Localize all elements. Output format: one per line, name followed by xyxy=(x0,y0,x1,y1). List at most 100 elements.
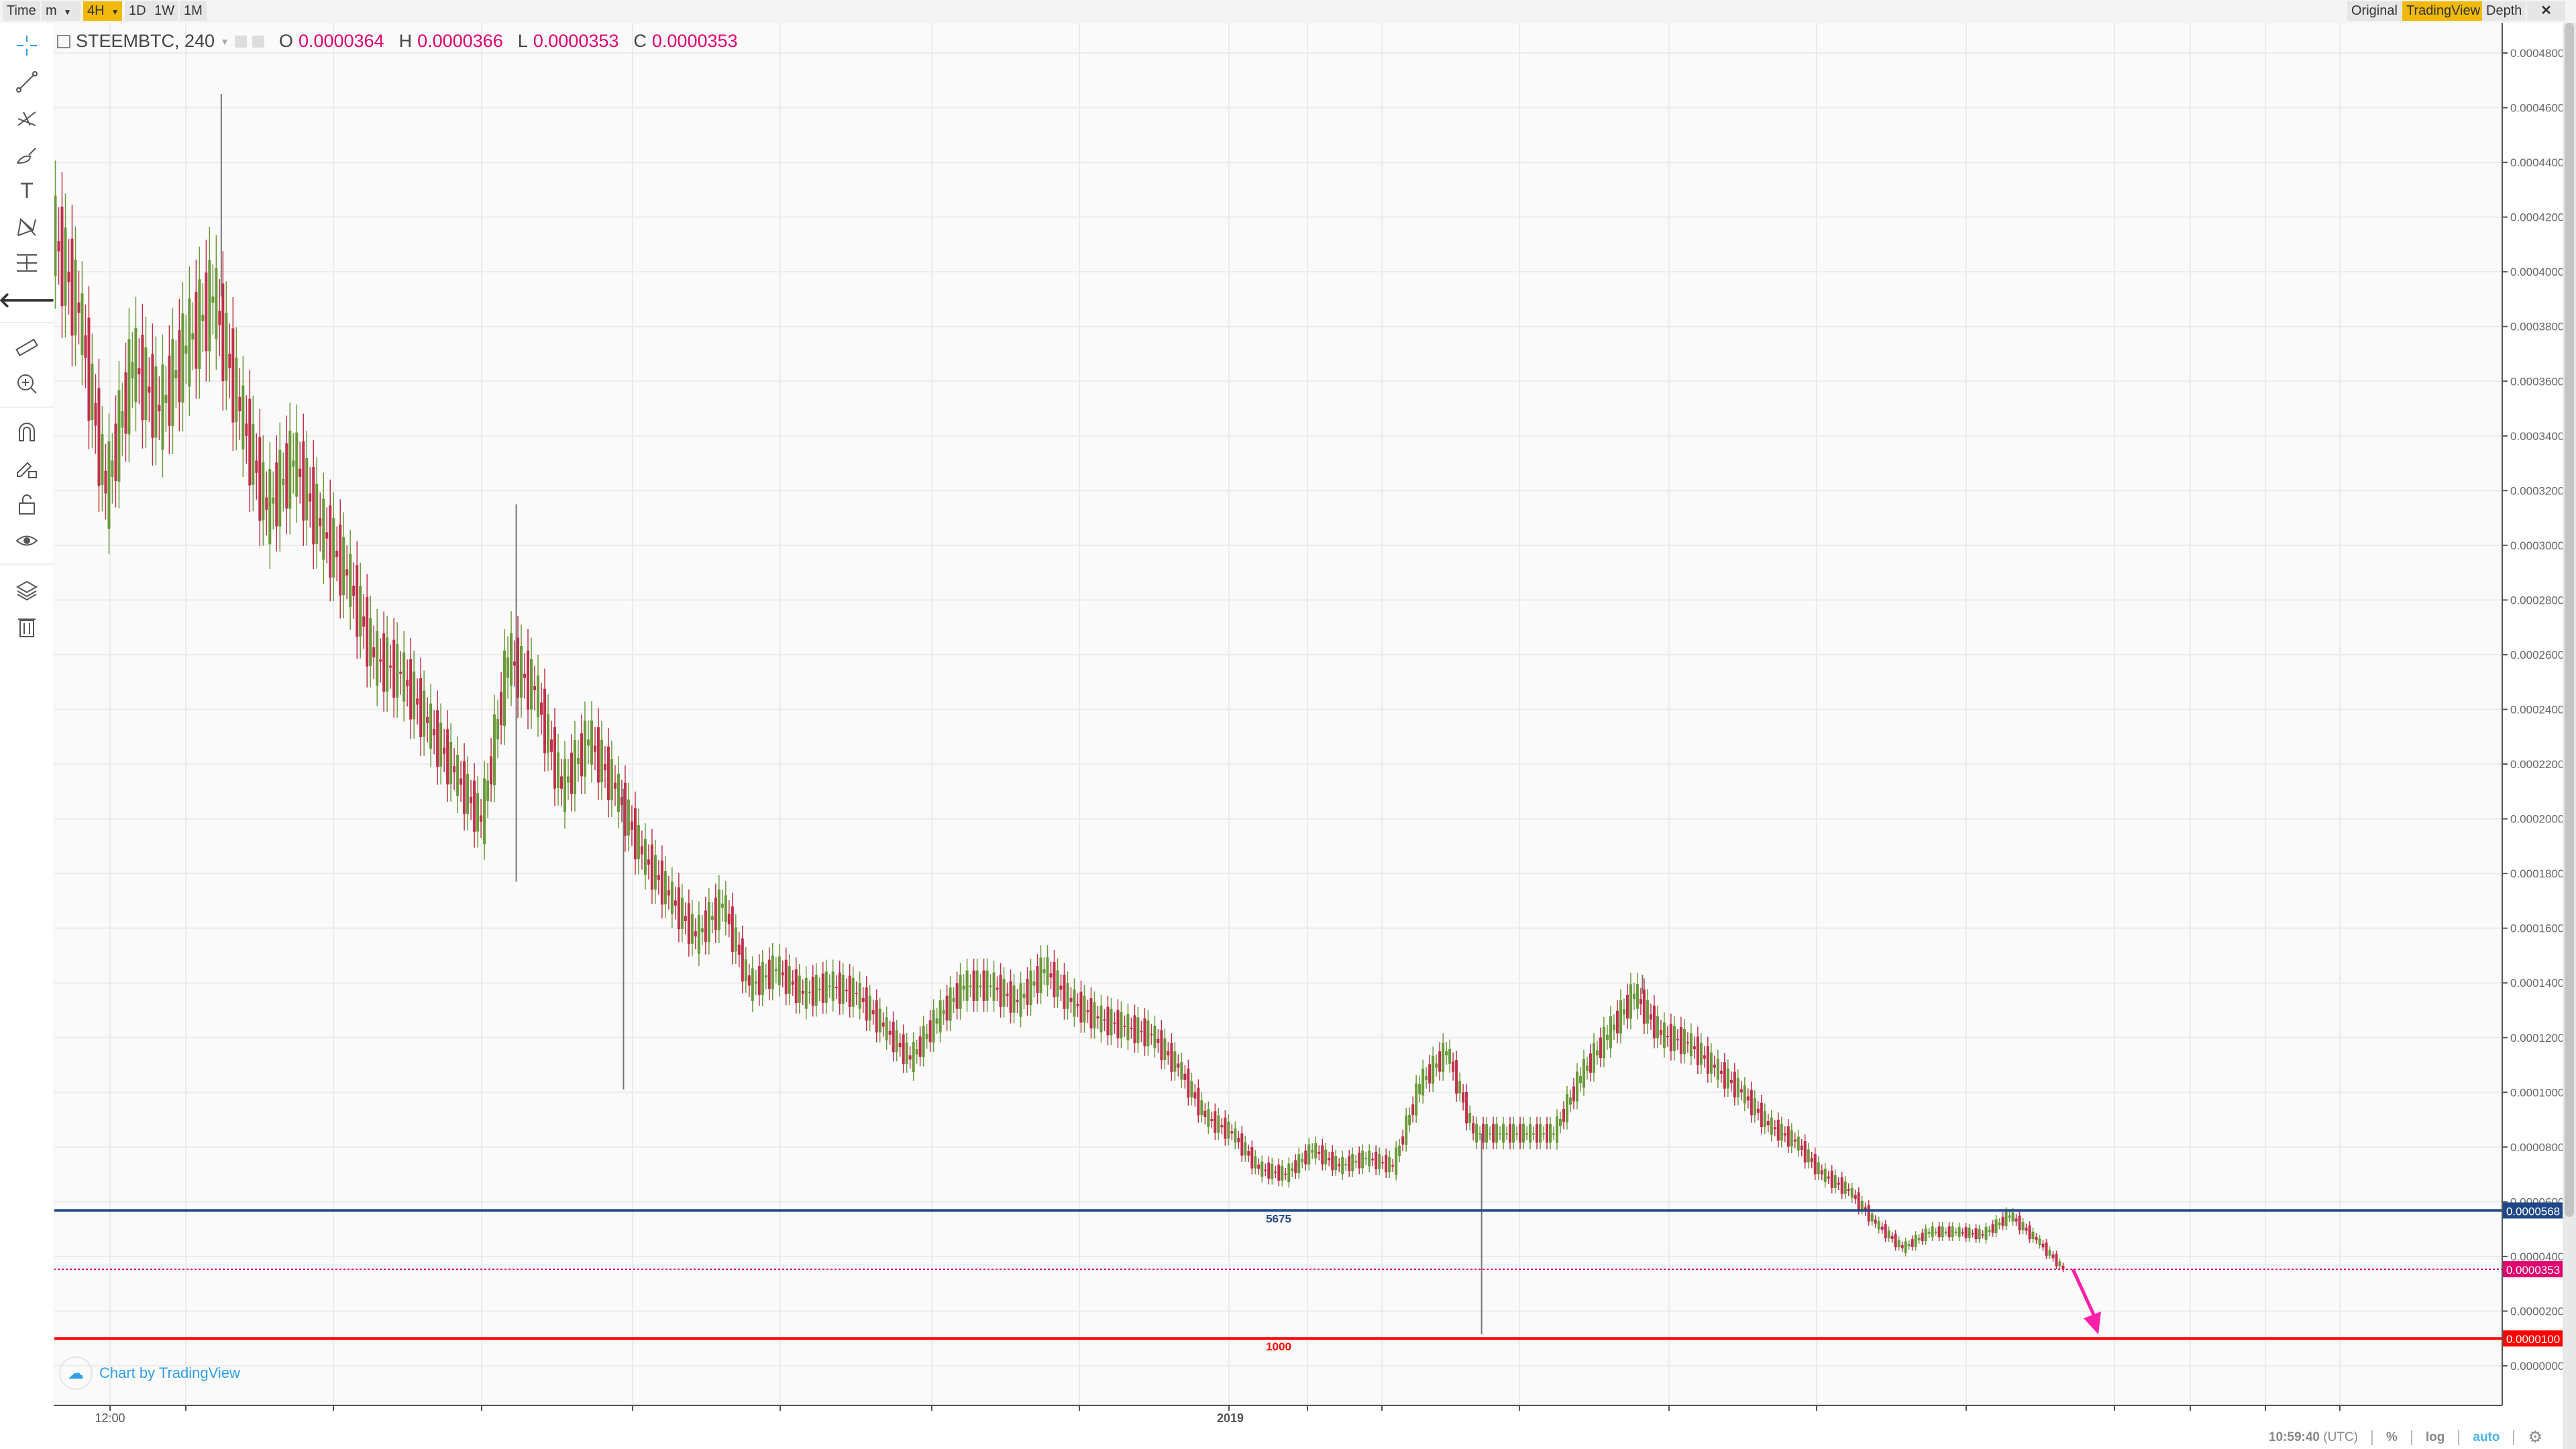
credit-link[interactable]: Chart by TradingView xyxy=(99,1364,240,1381)
candle-body xyxy=(915,1049,918,1055)
pattern-icon[interactable] xyxy=(13,213,40,240)
candle-body xyxy=(1006,994,1009,996)
candle-body xyxy=(1391,1165,1395,1167)
candle-body xyxy=(1066,983,1069,1009)
y-tick-label: 0.0002600 xyxy=(2510,649,2564,661)
candle-body xyxy=(1578,1075,1582,1083)
price-axis[interactable]: 0.00000000.00002000.00004000.00006000.00… xyxy=(2502,47,2564,1373)
candle-body xyxy=(1632,994,1635,1000)
tradingview-credit[interactable]: ☁ Chart by TradingView xyxy=(59,1356,240,1390)
settings-gear-icon[interactable] xyxy=(252,35,264,48)
candle-body xyxy=(798,975,801,1003)
brush-icon[interactable] xyxy=(13,141,40,168)
lock-drawing-icon[interactable] xyxy=(13,455,40,482)
candle-body xyxy=(433,729,436,736)
candle-body xyxy=(1247,1150,1250,1156)
view-original-button[interactable]: Original xyxy=(2347,1,2402,21)
candle-body xyxy=(1485,1124,1489,1143)
interval-4h-dropdown[interactable]: 4H ▼ xyxy=(83,1,122,21)
candle-body xyxy=(1069,998,1073,1002)
trash-icon[interactable] xyxy=(13,613,40,640)
candle-body xyxy=(221,283,225,382)
candle-body xyxy=(1823,1169,1827,1183)
candle-body xyxy=(312,467,315,545)
candle-body xyxy=(1679,1026,1682,1055)
candle-body xyxy=(1760,1102,1763,1128)
candle-body xyxy=(1525,1133,1529,1135)
candle-body xyxy=(586,739,590,746)
ruler-icon[interactable] xyxy=(13,334,40,361)
magnet-icon[interactable] xyxy=(13,419,40,445)
view-depth-button[interactable]: Depth xyxy=(2482,1,2526,21)
back-arrow-icon[interactable]: 🡐 xyxy=(0,287,56,312)
candle-body xyxy=(339,524,342,596)
scrollbar[interactable] xyxy=(2563,23,2576,1449)
chevron-down-icon[interactable]: ▼ xyxy=(220,36,229,47)
unlock-icon[interactable] xyxy=(13,491,40,518)
settings-gear-icon[interactable]: ⚙ xyxy=(2528,1428,2542,1446)
candle-body xyxy=(131,362,134,379)
high-value: 0.0000366 xyxy=(417,31,503,51)
crosshair-icon[interactable] xyxy=(13,32,40,59)
candle-body xyxy=(1083,996,1086,1023)
candle-body xyxy=(1582,1059,1585,1088)
candle-body xyxy=(771,955,774,989)
candle-body xyxy=(1032,981,1036,986)
time-button[interactable]: Time xyxy=(3,1,40,21)
text-icon[interactable]: T xyxy=(20,178,34,203)
zoom-in-icon[interactable] xyxy=(13,370,40,397)
x-tick-label: 12:00 xyxy=(95,1411,125,1425)
candle-body xyxy=(1287,1163,1291,1183)
measure-range-icon[interactable] xyxy=(13,250,40,276)
drawn-levels[interactable]: 5675 0.0000568 0.0000353 1000 0.0000100 xyxy=(54,1202,2564,1353)
layers-icon[interactable] xyxy=(13,577,40,604)
candle-body xyxy=(1157,1038,1160,1043)
trend-line-icon[interactable] xyxy=(13,68,40,95)
candle-body xyxy=(1726,1068,1729,1089)
candle-body xyxy=(777,956,781,985)
candle-body xyxy=(1130,1027,1133,1029)
symbol-title[interactable]: STEEMBTC, 240 xyxy=(76,31,215,51)
candle-body xyxy=(949,987,952,1021)
candle-body xyxy=(2048,1250,2051,1256)
candle-body xyxy=(1096,1016,1099,1019)
interval-1d-button[interactable]: 1D xyxy=(125,1,150,21)
candle-body xyxy=(1833,1175,1837,1188)
collapse-fullscreen-icon[interactable]: ✕ xyxy=(2527,1,2565,21)
candle-body xyxy=(1612,1024,1615,1030)
scrollbar-thumb[interactable] xyxy=(2565,23,2574,1217)
collapse-legend-icon[interactable] xyxy=(57,34,70,48)
view-tradingview-button[interactable]: TradingView xyxy=(2402,1,2485,21)
percent-toggle[interactable]: % xyxy=(2385,1430,2398,1444)
candle-body xyxy=(824,971,828,1003)
interval-1w-button[interactable]: 1W xyxy=(150,1,178,21)
y-tick-label: 0.0002800 xyxy=(2510,594,2564,606)
candle-body xyxy=(1783,1133,1786,1136)
candle-body xyxy=(1693,1046,1696,1050)
pitchfork-icon[interactable] xyxy=(13,105,40,131)
candle-body xyxy=(2045,1242,2048,1256)
eye-icon[interactable] xyxy=(13,527,40,554)
candle-body xyxy=(352,586,356,596)
grid xyxy=(54,23,2502,1411)
candle-body xyxy=(382,633,386,692)
interval-1m-button[interactable]: 1M xyxy=(180,1,207,21)
visibility-icon[interactable] xyxy=(234,35,247,48)
candle-body xyxy=(1676,1038,1679,1040)
candle-body xyxy=(1207,1109,1210,1127)
log-toggle[interactable]: log xyxy=(2425,1430,2445,1444)
candle-body xyxy=(1458,1081,1462,1093)
candle-body xyxy=(566,776,570,783)
candle-body xyxy=(389,665,392,668)
candle-body xyxy=(278,449,282,527)
minutes-dropdown[interactable]: m ▼ xyxy=(42,1,80,21)
candle-body xyxy=(218,311,221,325)
y-tick-label: 0.0004000 xyxy=(2510,266,2564,278)
candle-body xyxy=(751,968,754,1002)
candle-body xyxy=(1907,1244,1911,1246)
candle-body xyxy=(2004,1212,2008,1226)
auto-toggle[interactable]: auto xyxy=(2473,1430,2500,1444)
candle-body xyxy=(1180,1061,1183,1080)
y-tick-label: 0.0004800 xyxy=(2510,47,2564,60)
